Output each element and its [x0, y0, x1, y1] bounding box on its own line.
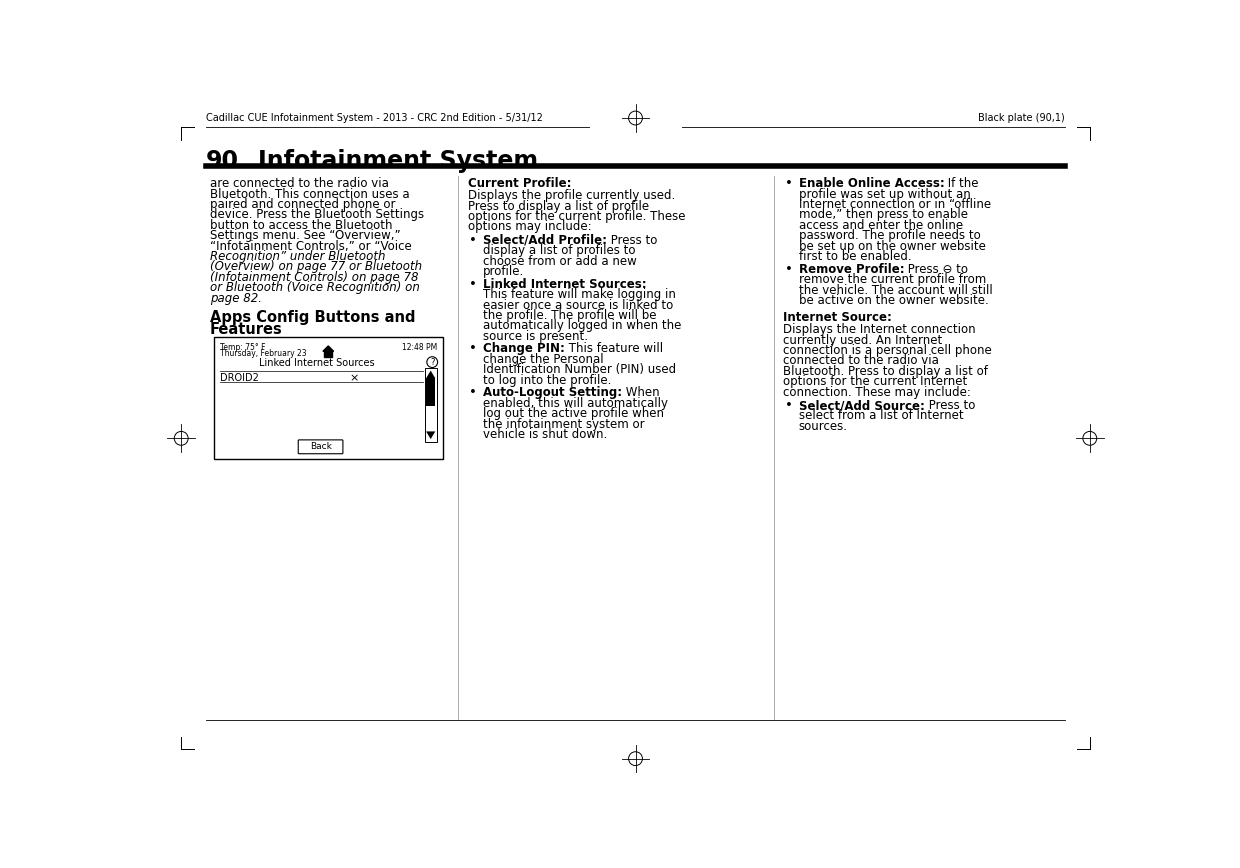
Text: Recognition” under Bluetooth: Recognition” under Bluetooth [210, 250, 386, 263]
Text: connected to the radio via: connected to the radio via [784, 354, 939, 367]
Text: Black plate (90,1): Black plate (90,1) [978, 113, 1065, 123]
Text: display a list of profiles to: display a list of profiles to [484, 244, 636, 257]
Polygon shape [427, 371, 435, 378]
Text: This feature will make logging in: This feature will make logging in [484, 288, 676, 301]
Text: Press to: Press to [925, 399, 975, 412]
Text: Displays the Internet connection: Displays the Internet connection [784, 323, 976, 336]
Text: DROID2: DROID2 [219, 373, 259, 383]
Text: be set up on the owner website: be set up on the owner website [799, 240, 986, 253]
Text: •: • [785, 399, 792, 412]
Text: the profile. The profile will be: the profile. The profile will be [484, 309, 656, 322]
Text: •: • [469, 278, 477, 291]
Text: profile.: profile. [484, 265, 525, 278]
Text: •: • [785, 177, 792, 190]
Text: Press to display a list of profile: Press to display a list of profile [467, 200, 649, 213]
Text: device. Press the Bluetooth Settings: device. Press the Bluetooth Settings [210, 208, 424, 221]
Text: •: • [785, 263, 792, 276]
Text: •: • [469, 386, 477, 399]
Text: enabled, this will automatically: enabled, this will automatically [484, 397, 668, 410]
Text: vehicle is shut down.: vehicle is shut down. [484, 428, 608, 441]
Text: options for the current profile. These: options for the current profile. These [467, 210, 686, 223]
Text: choose from or add a new: choose from or add a new [484, 254, 637, 267]
Text: or Bluetooth (Voice Recognition) on: or Bluetooth (Voice Recognition) on [210, 281, 419, 294]
Text: Internet Source:: Internet Source: [784, 312, 893, 325]
Text: Cadillac CUE Infotainment System - 2013 - CRC 2nd Edition - 5/31/12: Cadillac CUE Infotainment System - 2013 … [206, 113, 543, 123]
Text: sources.: sources. [799, 420, 848, 433]
Text: “Infotainment Controls,” or “Voice: “Infotainment Controls,” or “Voice [210, 240, 412, 253]
Text: log out the active profile when: log out the active profile when [484, 407, 665, 420]
Text: Features: Features [210, 322, 283, 337]
Text: Enable Online Access:: Enable Online Access: [799, 177, 945, 190]
Text: easier once a source is linked to: easier once a source is linked to [484, 299, 673, 312]
Text: (Infotainment Controls) on page 78: (Infotainment Controls) on page 78 [210, 271, 418, 284]
Text: Back: Back [310, 443, 331, 451]
Text: Select/Add Profile:: Select/Add Profile: [484, 233, 608, 247]
Text: ×: × [350, 373, 360, 383]
Polygon shape [322, 346, 334, 352]
Text: currently used. An Internet: currently used. An Internet [784, 333, 942, 346]
Text: connection. These may include:: connection. These may include: [784, 385, 971, 398]
Text: When: When [622, 386, 660, 399]
Text: Change PIN:: Change PIN: [484, 343, 565, 356]
Text: Temp: 75° F: Temp: 75° F [219, 343, 265, 352]
Text: 12:48 PM: 12:48 PM [402, 343, 436, 352]
Text: If the: If the [945, 177, 980, 190]
Text: button to access the Bluetooth: button to access the Bluetooth [210, 219, 392, 232]
Text: options may include:: options may include: [467, 220, 591, 233]
Text: options for the current Internet: options for the current Internet [784, 375, 967, 388]
Bar [424, 367, 436, 442]
Text: change the Personal: change the Personal [484, 353, 604, 366]
Text: Linked Internet Sources: Linked Internet Sources [259, 358, 374, 368]
Text: Select/Add Source:: Select/Add Source: [799, 399, 925, 412]
Text: to log into the profile.: to log into the profile. [484, 373, 611, 386]
Bar [427, 378, 435, 406]
Bar [213, 338, 443, 459]
Text: access and enter the online: access and enter the online [799, 219, 963, 232]
Polygon shape [427, 431, 435, 439]
Text: Remove Profile:: Remove Profile: [799, 263, 904, 276]
Text: Press ⊖ to: Press ⊖ to [904, 263, 968, 276]
Text: the infotainment system or: the infotainment system or [484, 418, 645, 431]
Text: Bluetooth. This connection uses a: Bluetooth. This connection uses a [210, 187, 409, 201]
Text: 90: 90 [206, 148, 239, 173]
Text: Bluetooth. Press to display a list of: Bluetooth. Press to display a list of [784, 365, 988, 378]
Bar [325, 352, 332, 358]
Text: This feature will: This feature will [565, 343, 663, 356]
Text: remove the current profile from: remove the current profile from [799, 273, 986, 286]
Text: source is present.: source is present. [484, 330, 588, 343]
Text: automatically logged in when the: automatically logged in when the [484, 319, 682, 332]
Text: •: • [469, 343, 477, 356]
FancyBboxPatch shape [299, 440, 343, 454]
Text: select from a list of Internet: select from a list of Internet [799, 410, 963, 423]
Text: Displays the profile currently used.: Displays the profile currently used. [467, 189, 675, 202]
Text: Internet connection or in “offline: Internet connection or in “offline [799, 198, 991, 211]
Text: page 82.: page 82. [210, 292, 262, 305]
Text: password. The profile needs to: password. The profile needs to [799, 229, 981, 242]
Text: Settings menu. See “Overview,”: Settings menu. See “Overview,” [210, 229, 401, 242]
Text: Identification Number (PIN) used: Identification Number (PIN) used [484, 364, 676, 376]
Text: are connected to the radio via: are connected to the radio via [210, 177, 388, 190]
Text: Infotainment System: Infotainment System [258, 148, 538, 173]
Text: first to be enabled.: first to be enabled. [799, 250, 911, 263]
Text: Apps Config Buttons and: Apps Config Buttons and [210, 310, 415, 325]
Text: Press to: Press to [608, 233, 657, 247]
Text: Thursday, February 23: Thursday, February 23 [219, 349, 306, 358]
Text: •: • [469, 233, 477, 247]
Text: connection is a personal cell phone: connection is a personal cell phone [784, 344, 992, 357]
Text: profile was set up without an: profile was set up without an [799, 187, 971, 201]
Text: Linked Internet Sources:: Linked Internet Sources: [484, 278, 647, 291]
Text: mode,” then press to enable: mode,” then press to enable [799, 208, 967, 221]
Text: the vehicle. The account will still: the vehicle. The account will still [799, 284, 992, 297]
Text: (Overview) on page 77 or Bluetooth: (Overview) on page 77 or Bluetooth [210, 260, 422, 273]
Text: be active on the owner website.: be active on the owner website. [799, 294, 988, 307]
Text: paired and connected phone or: paired and connected phone or [210, 198, 396, 211]
Text: Auto-Logout Setting:: Auto-Logout Setting: [484, 386, 622, 399]
Text: ?: ? [430, 358, 434, 366]
Text: Current Profile:: Current Profile: [467, 177, 572, 190]
